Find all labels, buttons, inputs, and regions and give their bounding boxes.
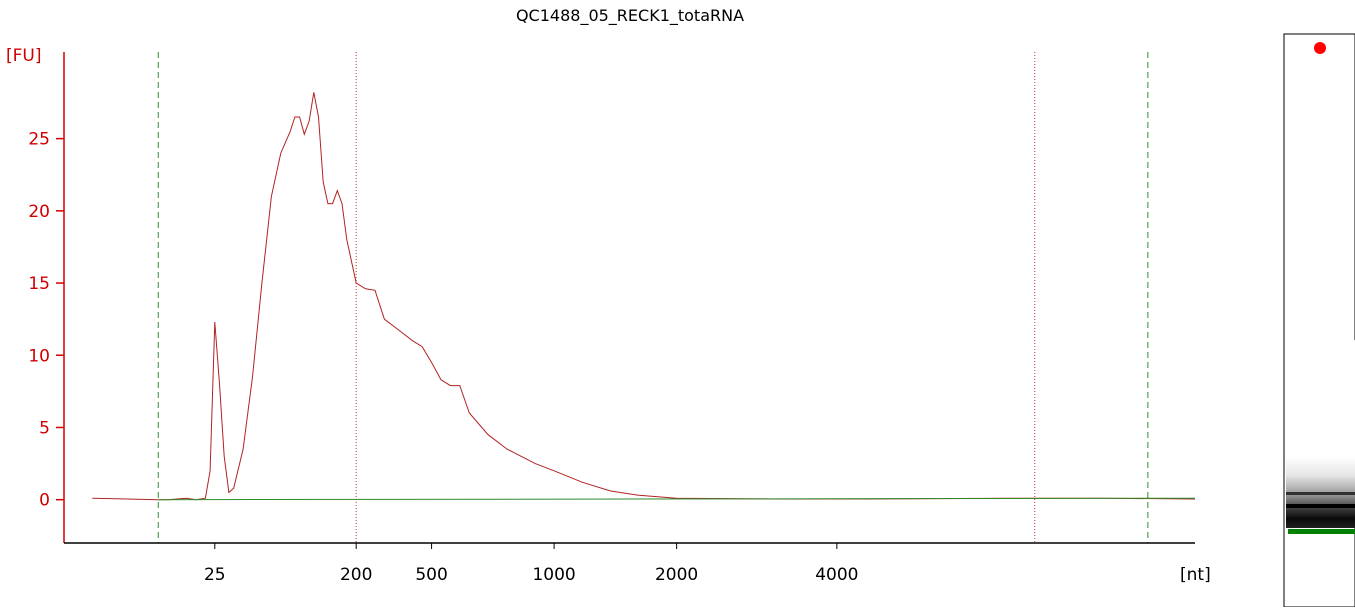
y-tick-label: 10 [28, 346, 50, 366]
y-axis-label: [FU] [6, 46, 42, 66]
y-tick-label: 5 [39, 418, 50, 438]
gel-lane-image [1283, 33, 1355, 608]
x-tick-label: 1000 [532, 565, 575, 585]
y-tick-label: 0 [39, 491, 50, 511]
gel-marker-dot [1314, 42, 1326, 54]
chart-title: QC1488_05_RECK1_totaRNA [516, 6, 744, 26]
x-tick-label: 4000 [815, 565, 858, 585]
series-line-1 [92, 92, 1196, 501]
plot-area: 0 5 10 15 20 25 25 200 500 1000 2000 4000 [28, 52, 1196, 585]
x-tick-label: 2000 [655, 565, 698, 585]
series-line-2 [158, 497, 1196, 501]
y-tick-label: 25 [28, 130, 50, 150]
y-tick-label: 20 [28, 202, 50, 222]
y-tick-label: 15 [28, 274, 50, 294]
gel-marker-band [1288, 529, 1355, 534]
x-tick-label: 200 [340, 565, 372, 585]
x-tick-label: 500 [415, 565, 447, 585]
x-axis-label: [nt] [1180, 565, 1211, 585]
x-tick-label: 25 [204, 565, 226, 585]
